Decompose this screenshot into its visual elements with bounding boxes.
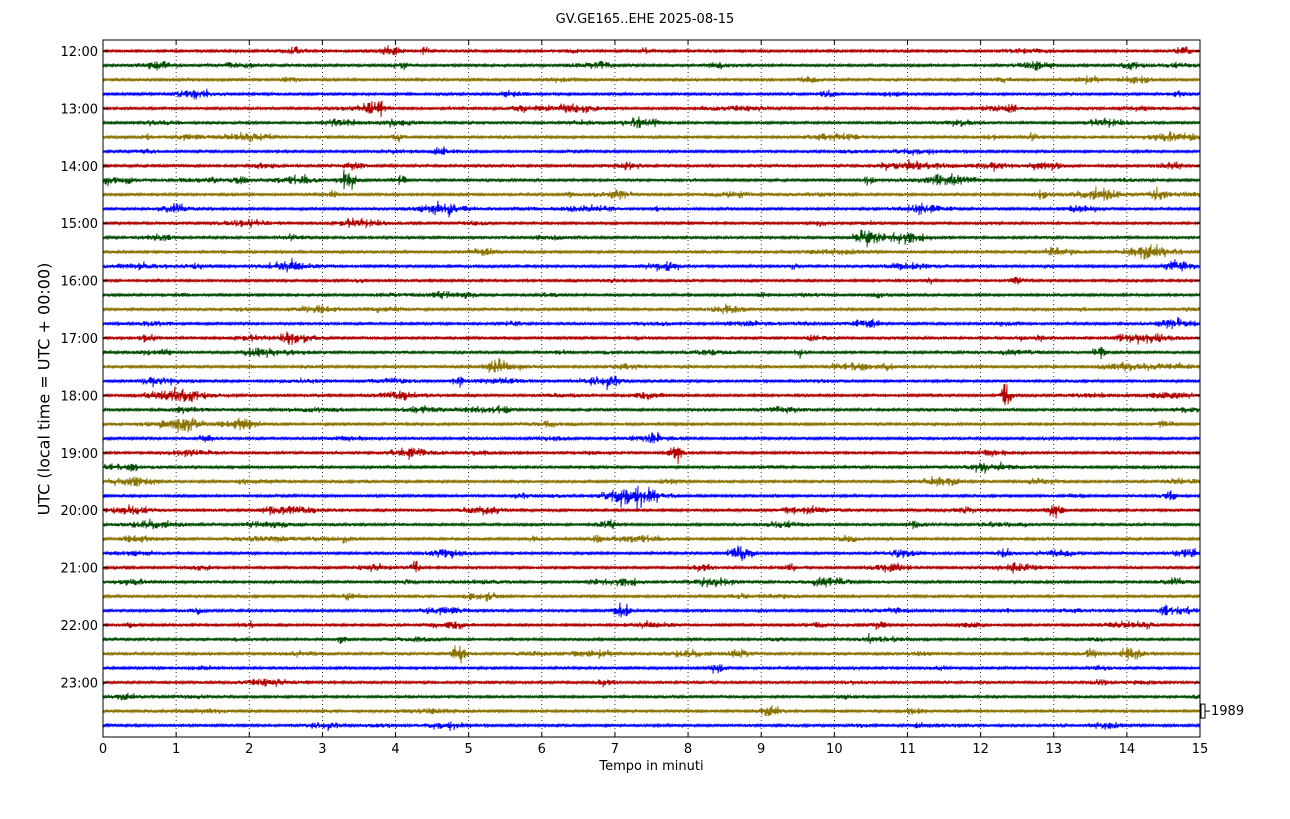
- y-tick-label: 18:00: [61, 389, 98, 404]
- trace-17: [102, 290, 1201, 300]
- trace-41: [102, 632, 1201, 644]
- x-tick-label: 8: [684, 742, 692, 757]
- trace-4: [102, 100, 1201, 118]
- trace-13: [102, 229, 1201, 248]
- x-tick-label: 0: [99, 742, 107, 757]
- x-tick-label: 12: [972, 742, 989, 757]
- x-tick-label: 11: [899, 742, 916, 757]
- trace-1: [102, 60, 1201, 71]
- trace-6: [102, 130, 1201, 143]
- trace-11: [102, 200, 1201, 218]
- y-tick-label: 22:00: [61, 619, 98, 634]
- y-axis-label: UTC (local time = UTC + 00:00): [34, 262, 54, 516]
- trace-40: [102, 619, 1201, 630]
- trace-5: [102, 116, 1201, 129]
- trace-9: [102, 169, 1201, 190]
- trace-30: [102, 475, 1201, 487]
- trace-26: [102, 417, 1201, 433]
- trace-39: [102, 602, 1201, 618]
- trace-2: [102, 75, 1201, 85]
- trace-46: [102, 704, 1201, 717]
- trace-10: [102, 186, 1201, 201]
- trace-23: [102, 375, 1201, 391]
- amplitude-scale-label: 1989: [1211, 704, 1245, 719]
- trace-0: [102, 45, 1201, 56]
- chart-title: GV.GE165..EHE 2025-08-15: [555, 12, 735, 27]
- x-tick-label: 4: [391, 742, 399, 757]
- trace-18: [102, 303, 1201, 315]
- x-tick-label: 15: [1192, 742, 1209, 757]
- trace-14: [102, 243, 1201, 260]
- plot-frame: [102, 39, 1201, 738]
- y-tick-label: 20:00: [61, 504, 98, 519]
- trace-38: [102, 592, 1201, 603]
- trace-21: [102, 346, 1201, 360]
- x-tick-label: 5: [465, 742, 473, 757]
- trace-20: [102, 331, 1201, 346]
- trace-35: [102, 545, 1201, 562]
- y-tick-label: 16:00: [61, 275, 98, 290]
- trace-29: [102, 461, 1201, 474]
- x-tick-label: 6: [538, 742, 546, 757]
- trace-32: [102, 504, 1201, 519]
- trace-28: [102, 446, 1201, 464]
- trace-37: [102, 576, 1201, 588]
- trace-36: [102, 560, 1201, 574]
- x-tick-label: 10: [826, 742, 843, 757]
- trace-7: [102, 146, 1201, 156]
- trace-22: [102, 357, 1201, 373]
- x-axis-label: Tempo in minuti: [599, 759, 704, 774]
- scale-bracket: [1200, 703, 1206, 719]
- y-tick-label: 21:00: [61, 562, 98, 577]
- trace-44: [102, 678, 1201, 688]
- y-tick-label: 12:00: [61, 45, 98, 60]
- y-tick-label: 19:00: [61, 447, 98, 462]
- x-tick-label: 3: [318, 742, 326, 757]
- y-tick-label: 17:00: [61, 332, 98, 347]
- x-tick-label: 7: [611, 742, 619, 757]
- x-tick-label: 13: [1045, 742, 1062, 757]
- x-tick-label: 2: [245, 742, 253, 757]
- trace-47: [102, 721, 1201, 732]
- trace-45: [102, 692, 1201, 701]
- trace-24: [102, 383, 1201, 406]
- y-tick-label: 13:00: [61, 102, 98, 117]
- trace-8: [102, 159, 1201, 172]
- x-tick-label: 14: [1119, 742, 1136, 757]
- x-tick-label: 1: [172, 742, 180, 757]
- trace-16: [102, 276, 1201, 285]
- trace-15: [102, 257, 1201, 273]
- trace-25: [102, 404, 1201, 415]
- trace-33: [102, 518, 1201, 530]
- trace-31: [102, 485, 1201, 510]
- y-tick-label: 23:00: [61, 676, 98, 691]
- x-tick-label: 9: [757, 742, 765, 757]
- trace-12: [102, 217, 1201, 229]
- trace-3: [102, 88, 1201, 100]
- trace-42: [102, 645, 1201, 664]
- y-tick-label: 14:00: [61, 160, 98, 175]
- trace-34: [102, 534, 1201, 544]
- trace-19: [102, 316, 1201, 330]
- trace-43: [102, 664, 1201, 674]
- trace-27: [102, 431, 1201, 444]
- y-tick-label: 15:00: [61, 217, 98, 232]
